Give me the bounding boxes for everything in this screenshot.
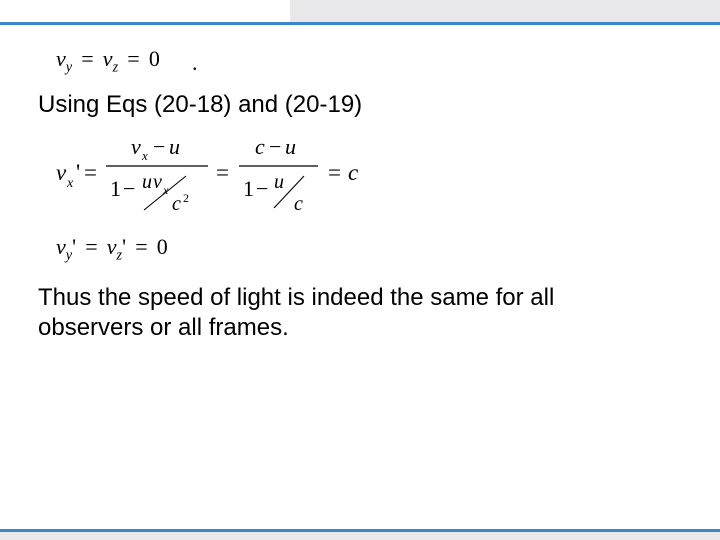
eq2-num2-b: u [285, 134, 296, 159]
paragraph-2-line1: Thus the speed of light is indeed the sa… [38, 284, 554, 311]
eq2-equals-1: = [84, 160, 97, 185]
eq3-rhs: 0 [157, 234, 168, 259]
eq2-den2-op: − [256, 176, 268, 201]
eq2-rhs: c [348, 160, 358, 185]
eq1-rhs: 0 [149, 46, 160, 71]
paragraph-2: Thus the speed of light is indeed the sa… [38, 283, 682, 343]
footer-gray-bar [0, 532, 720, 540]
eq2-lhs-sub: x [66, 176, 74, 191]
slide-content: vy = vz = 0 . Using Eqs (20-18) and (20-… [0, 38, 720, 351]
header-gray-bar [290, 0, 720, 22]
eq2-den2-den: c [294, 193, 303, 215]
eq2-num1-a: v [131, 134, 141, 159]
eq2-num2-op: − [269, 134, 281, 159]
equation-3: vy' = vz' = 0 [56, 234, 682, 264]
eq3-vz-var: v [107, 234, 117, 259]
eq1-equals-2: = [124, 46, 142, 71]
eq2-den2-lead: 1 [243, 176, 254, 201]
eq3-equals-2: = [132, 234, 150, 259]
paragraph-1: Using Eqs (20-18) and (20-19) [38, 90, 682, 120]
eq2-num1-b: u [169, 134, 180, 159]
eq1-vy-var: v [56, 46, 66, 71]
eq2-num1-op: − [153, 134, 165, 159]
eq2-den1-den-exp: 2 [183, 191, 189, 205]
header-accent-line [0, 22, 720, 25]
eq2-den1-num-b: v [153, 171, 162, 193]
eq2-num2-a: c [255, 134, 265, 159]
eq1-trailing-period: . [192, 50, 198, 76]
eq3-vz-prime: ' [122, 234, 126, 259]
paragraph-2-line2: observers or all frames. [38, 314, 289, 341]
equation-2-svg: v x ' = v x − u 1 − u v x c [56, 128, 416, 220]
eq1-vz-sub: z [113, 59, 119, 75]
eq3-vy-var: v [56, 234, 66, 259]
eq2-den1-lead: 1 [110, 176, 121, 201]
eq2-den2-num: u [274, 171, 284, 193]
eq2-equals-2: = [216, 160, 229, 185]
eq1-vy-sub: y [66, 59, 72, 75]
eq3-vy-prime: ' [72, 234, 76, 259]
equation-2: v x ' = v x − u 1 − u v x c [56, 128, 682, 220]
eq2-den1-num-a: u [142, 171, 152, 193]
eq2-num1-a-sub: x [141, 148, 148, 163]
eq2-lhs-prime: ' [76, 160, 80, 185]
eq1-equals-1: = [78, 46, 96, 71]
eq2-den1-op: − [123, 176, 135, 201]
eq2-equals-3: = [328, 160, 341, 185]
equation-1: vy = vz = 0 . [56, 46, 682, 76]
eq3-equals-1: = [82, 234, 100, 259]
eq2-den1-den: c [172, 193, 181, 215]
eq1-vz-var: v [103, 46, 113, 71]
eq2-lhs-var: v [56, 160, 67, 185]
